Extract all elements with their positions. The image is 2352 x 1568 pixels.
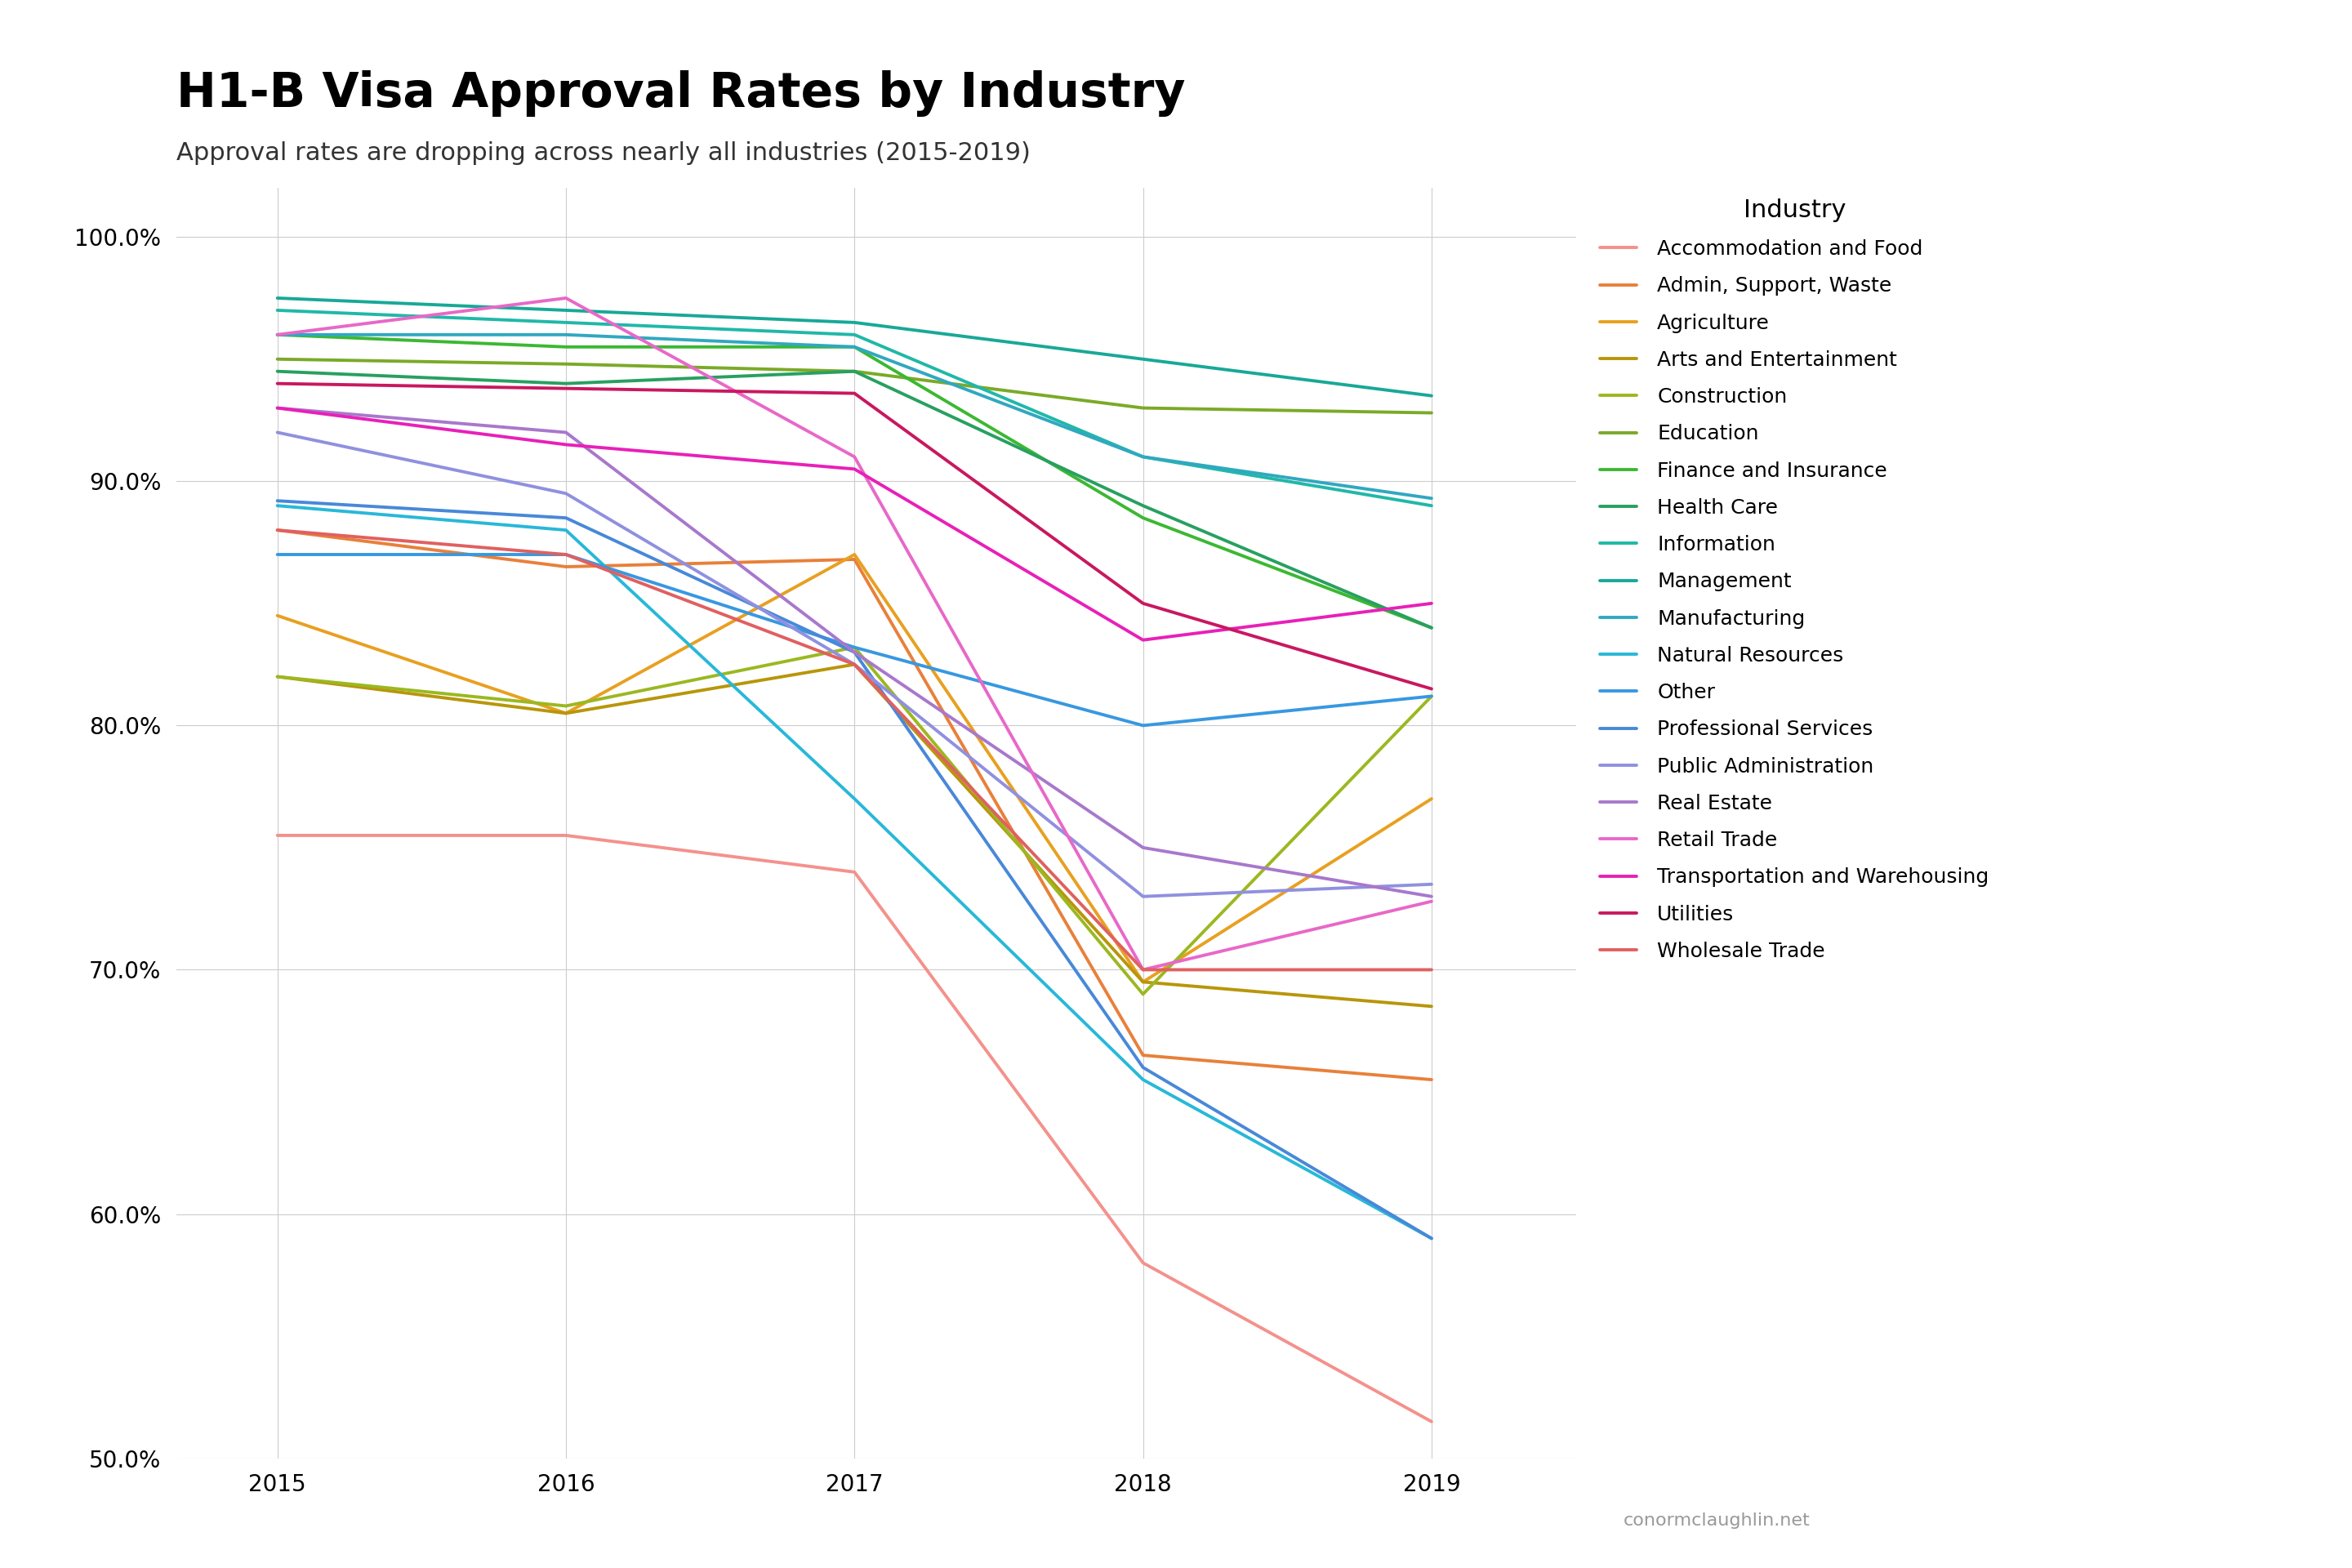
Text: H1-B Visa Approval Rates by Industry: H1-B Visa Approval Rates by Industry <box>176 71 1185 118</box>
Text: conormclaughlin.net: conormclaughlin.net <box>1623 1513 1811 1529</box>
Legend: Accommodation and Food, Admin, Support, Waste, Agriculture, Arts and Entertainme: Accommodation and Food, Admin, Support, … <box>1599 199 1990 961</box>
Text: Approval rates are dropping across nearly all industries (2015-2019): Approval rates are dropping across nearl… <box>176 141 1030 165</box>
